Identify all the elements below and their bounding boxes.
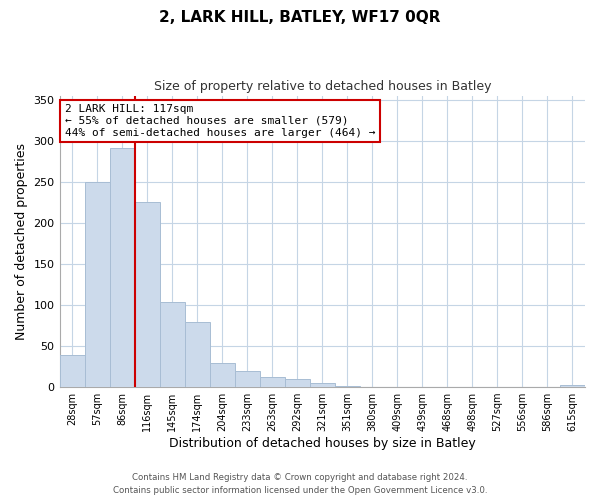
Bar [85,182,110,387]
Bar [310,383,335,387]
Y-axis label: Number of detached properties: Number of detached properties [15,143,28,340]
Text: Contains HM Land Registry data © Crown copyright and database right 2024.
Contai: Contains HM Land Registry data © Crown c… [113,474,487,495]
Bar [235,372,260,387]
Bar [260,377,285,387]
Bar [209,364,235,387]
Bar [110,148,134,387]
Text: 2, LARK HILL, BATLEY, WF17 0QR: 2, LARK HILL, BATLEY, WF17 0QR [159,10,441,25]
Bar [185,322,209,387]
Title: Size of property relative to detached houses in Batley: Size of property relative to detached ho… [154,80,491,93]
Bar [59,355,85,387]
Bar [335,386,360,387]
Bar [134,202,160,387]
Bar [160,302,185,387]
Bar [560,386,585,387]
X-axis label: Distribution of detached houses by size in Batley: Distribution of detached houses by size … [169,437,476,450]
Text: 2 LARK HILL: 117sqm
← 55% of detached houses are smaller (579)
44% of semi-detac: 2 LARK HILL: 117sqm ← 55% of detached ho… [65,104,375,138]
Bar [285,379,310,387]
